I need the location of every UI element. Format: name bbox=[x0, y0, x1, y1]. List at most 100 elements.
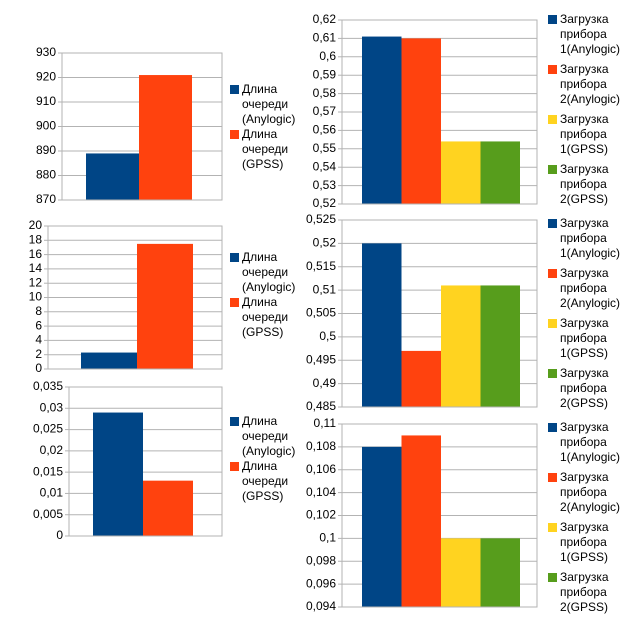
y-tick-label: 930 bbox=[36, 45, 56, 59]
y-tick-label: 0,015 bbox=[33, 464, 63, 478]
plot-frame bbox=[341, 423, 538, 608]
y-tick-label: 2 bbox=[35, 347, 42, 361]
bar bbox=[480, 538, 520, 607]
legend-label: Загрузка прибора 2(Anylogic) bbox=[560, 62, 621, 106]
y-tick-label: 12 bbox=[29, 275, 43, 289]
bar bbox=[401, 435, 441, 607]
y-tick-label: 18 bbox=[29, 232, 43, 246]
legend-item: Загрузка прибора 1(Anylogic) bbox=[548, 12, 630, 57]
legend-label: Загрузка прибора 1(Anylogic) bbox=[560, 216, 621, 260]
legend-label: Загрузка прибора 2(GPSS) bbox=[560, 570, 609, 614]
legend-item: Загрузка прибора 2(Anylogic) bbox=[548, 470, 630, 515]
y-tick-label: 0,61 bbox=[313, 31, 337, 45]
legend-swatch bbox=[548, 65, 557, 74]
legend-swatch bbox=[548, 319, 557, 328]
y-tick-label: 0,108 bbox=[306, 439, 336, 453]
legend-item: Загрузка прибора 2(GPSS) bbox=[548, 570, 630, 615]
legend-item: Загрузка прибора 1(Anylogic) bbox=[548, 216, 630, 261]
plot-frame bbox=[341, 19, 538, 205]
y-tick-label: 0,01 bbox=[40, 486, 64, 500]
y-tick-label: 0,53 bbox=[313, 178, 337, 192]
y-tick-label: 0,11 bbox=[314, 416, 337, 430]
y-tick-label: 0,525 bbox=[306, 212, 336, 226]
y-tick-label: 0,515 bbox=[306, 259, 336, 273]
legend-swatch bbox=[548, 423, 557, 432]
bar bbox=[143, 480, 193, 536]
y-tick-label: 6 bbox=[35, 318, 42, 332]
legend-item: Загрузка прибора 2(GPSS) bbox=[548, 162, 630, 207]
y-tick-label: 8 bbox=[35, 304, 42, 318]
legend-label: Длина очереди (GPSS) bbox=[242, 459, 289, 503]
y-tick-label: 0,505 bbox=[306, 306, 336, 320]
y-tick-label: 0,5 bbox=[319, 329, 336, 343]
legend-swatch bbox=[230, 298, 239, 307]
y-tick-label: 0,54 bbox=[313, 159, 337, 173]
legend-label: Загрузка прибора 2(Anylogic) bbox=[560, 266, 621, 310]
y-tick-label: 0,104 bbox=[306, 485, 336, 499]
y-tick-label: 900 bbox=[36, 119, 56, 133]
legend-swatch bbox=[548, 15, 557, 24]
legend-label: Загрузка прибора 1(GPSS) bbox=[560, 112, 609, 156]
legend-swatch bbox=[548, 573, 557, 582]
y-tick-label: 0,52 bbox=[313, 196, 337, 210]
legend-item: Длина очереди (Anylogic) bbox=[230, 82, 312, 127]
legend-swatch bbox=[548, 473, 557, 482]
plot-frame bbox=[47, 225, 223, 370]
legend-swatch bbox=[548, 269, 557, 278]
y-tick-label: 0,52 bbox=[313, 236, 337, 250]
legend-label: Загрузка прибора 1(Anylogic) bbox=[560, 12, 621, 56]
y-tick-label: 14 bbox=[29, 261, 43, 275]
legend-item: Загрузка прибора 2(GPSS) bbox=[548, 366, 630, 411]
legend-label: Длина очереди (Anylogic) bbox=[242, 250, 296, 294]
legend-swatch bbox=[230, 253, 239, 262]
bar bbox=[480, 285, 520, 407]
y-tick-label: 0,56 bbox=[313, 123, 337, 137]
bar bbox=[480, 141, 520, 204]
bar bbox=[401, 350, 441, 407]
y-tick-label: 20 bbox=[29, 218, 43, 232]
plot-frame bbox=[341, 219, 538, 408]
bar bbox=[362, 36, 402, 205]
legend-item: Загрузка прибора 1(GPSS) bbox=[548, 316, 630, 361]
bar bbox=[441, 141, 481, 204]
legend-item: Загрузка прибора 2(Anylogic) bbox=[548, 266, 630, 311]
y-tick-label: 0,098 bbox=[306, 553, 336, 567]
y-tick-label: 0,62 bbox=[313, 12, 337, 26]
legend-item: Длина очереди (GPSS) bbox=[230, 127, 312, 172]
bar bbox=[137, 243, 193, 369]
y-tick-label: 0,485 bbox=[306, 399, 336, 413]
y-tick-label: 0,55 bbox=[313, 141, 337, 155]
bar bbox=[441, 538, 481, 607]
legend-item: Длина очереди (GPSS) bbox=[230, 459, 312, 504]
y-tick-label: 10 bbox=[29, 290, 43, 304]
y-tick-label: 910 bbox=[36, 94, 56, 108]
legend-label: Загрузка прибора 2(Anylogic) bbox=[560, 470, 621, 514]
legend-label: Длина очереди (Anylogic) bbox=[242, 82, 296, 126]
plot-frame bbox=[61, 52, 223, 201]
y-tick-label: 16 bbox=[29, 247, 43, 261]
bar bbox=[362, 243, 402, 407]
y-tick-label: 0,49 bbox=[313, 376, 337, 390]
legend-swatch bbox=[548, 219, 557, 228]
y-tick-label: 0,59 bbox=[313, 67, 337, 81]
y-tick-label: 0,094 bbox=[306, 599, 336, 613]
legend-item: Длина очереди (Anylogic) bbox=[230, 414, 312, 459]
legend-label: Загрузка прибора 2(GPSS) bbox=[560, 162, 609, 206]
legend-swatch bbox=[548, 369, 557, 378]
legend-item: Загрузка прибора 1(GPSS) bbox=[548, 520, 630, 565]
y-tick-label: 0,03 bbox=[40, 400, 64, 414]
y-tick-label: 0,102 bbox=[306, 508, 336, 522]
legend-swatch bbox=[230, 417, 239, 426]
bar bbox=[362, 446, 402, 607]
y-tick-label: 880 bbox=[36, 168, 56, 182]
y-tick-label: 0,035 bbox=[33, 379, 63, 393]
y-tick-label: 0,096 bbox=[306, 576, 336, 590]
y-tick-label: 0,57 bbox=[313, 104, 337, 118]
bar bbox=[401, 38, 441, 205]
y-tick-label: 0,51 bbox=[313, 282, 337, 296]
y-tick-label: 920 bbox=[36, 70, 56, 84]
legend-item: Длина очереди (GPSS) bbox=[230, 295, 312, 340]
y-tick-label: 0,58 bbox=[313, 86, 337, 100]
legend-label: Длина очереди (GPSS) bbox=[242, 295, 289, 339]
